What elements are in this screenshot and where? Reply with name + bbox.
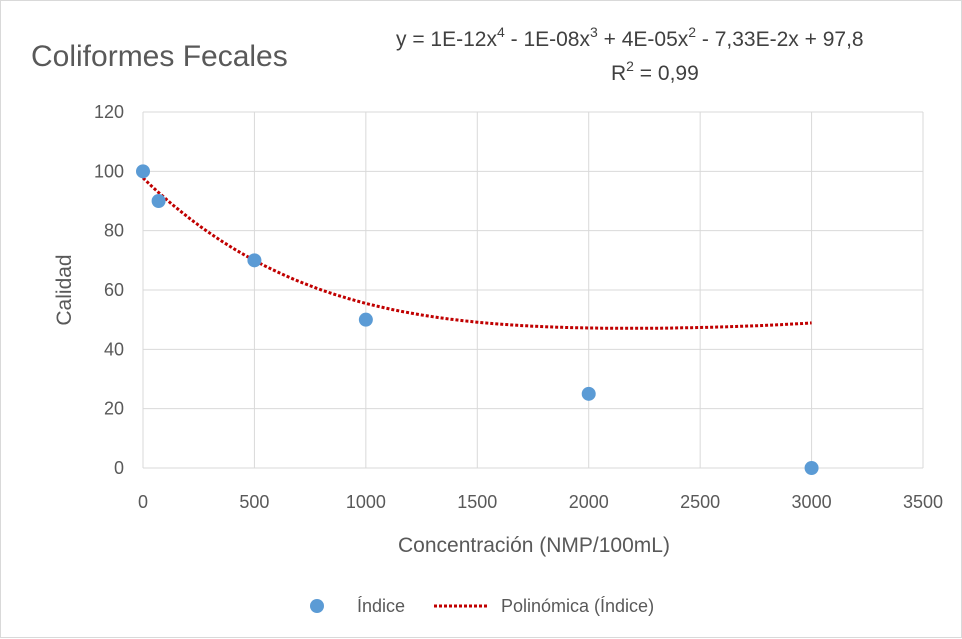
y-tick-label: 60 [104,280,124,300]
x-tick-label: 2000 [569,492,609,512]
y-tick-label: 0 [114,458,124,478]
data-point [247,253,262,268]
x-tick-label: 1000 [346,492,386,512]
trendline-equation: y = 1E-12x4 - 1E-08x3 + 4E-05x2 - 7,33E-… [396,24,864,51]
x-tick-label: 2500 [680,492,720,512]
eq-part-4: - 7,33E-2x + 97,8 [696,28,864,51]
x-tick-label: 0 [138,492,148,512]
x-tick-label: 3000 [792,492,832,512]
y-tick-label: 100 [94,161,124,181]
gridlines [142,111,924,469]
chart-title: Coliformes Fecales [31,40,288,73]
y-tick-label: 80 [104,221,124,241]
y-tick-label: 20 [104,399,124,419]
data-point [136,164,150,179]
trendline-layer [141,176,812,330]
eq-part-1: y = 1E-12x [396,28,497,51]
y-tick-label: 120 [94,102,124,122]
trendline-r2: R2 = 0,99 [611,58,699,85]
x-tick-label: 1500 [457,492,497,512]
legend-label-trendline: Polinómica (Índice) [501,596,654,616]
data-points [136,164,819,475]
data-point [804,461,819,475]
eq-part-3: + 4E-05x [598,28,689,51]
legend-label-indice: Índice [357,596,405,616]
x-tick-labels: 0 500 1000 1500 2000 2500 3000 3500 [138,492,943,512]
y-tick-labels: 0 20 40 60 80 100 120 [94,102,124,478]
x-tick-label: 3500 [903,492,943,512]
r2-part-2: = 0,99 [634,62,699,85]
data-point [358,312,373,327]
y-axis-title: Calidad [53,254,76,325]
data-point [581,386,596,401]
data-point [151,194,166,208]
x-axis-title: Concentración (NMP/100mL) [398,534,670,557]
legend: Índice Polinómica (Índice) [310,596,654,616]
eq-part-2: - 1E-08x [505,28,591,51]
eq-sup-1: 4 [497,24,505,40]
r2-part-1: R [611,62,626,85]
eq-sup-3: 2 [688,24,696,40]
y-tick-label: 40 [104,339,124,359]
trendline-path [141,176,812,330]
eq-sup-2: 3 [590,24,598,40]
legend-marker-indice [310,599,324,613]
r2-sup: 2 [626,58,634,74]
x-tick-label: 500 [239,492,269,512]
